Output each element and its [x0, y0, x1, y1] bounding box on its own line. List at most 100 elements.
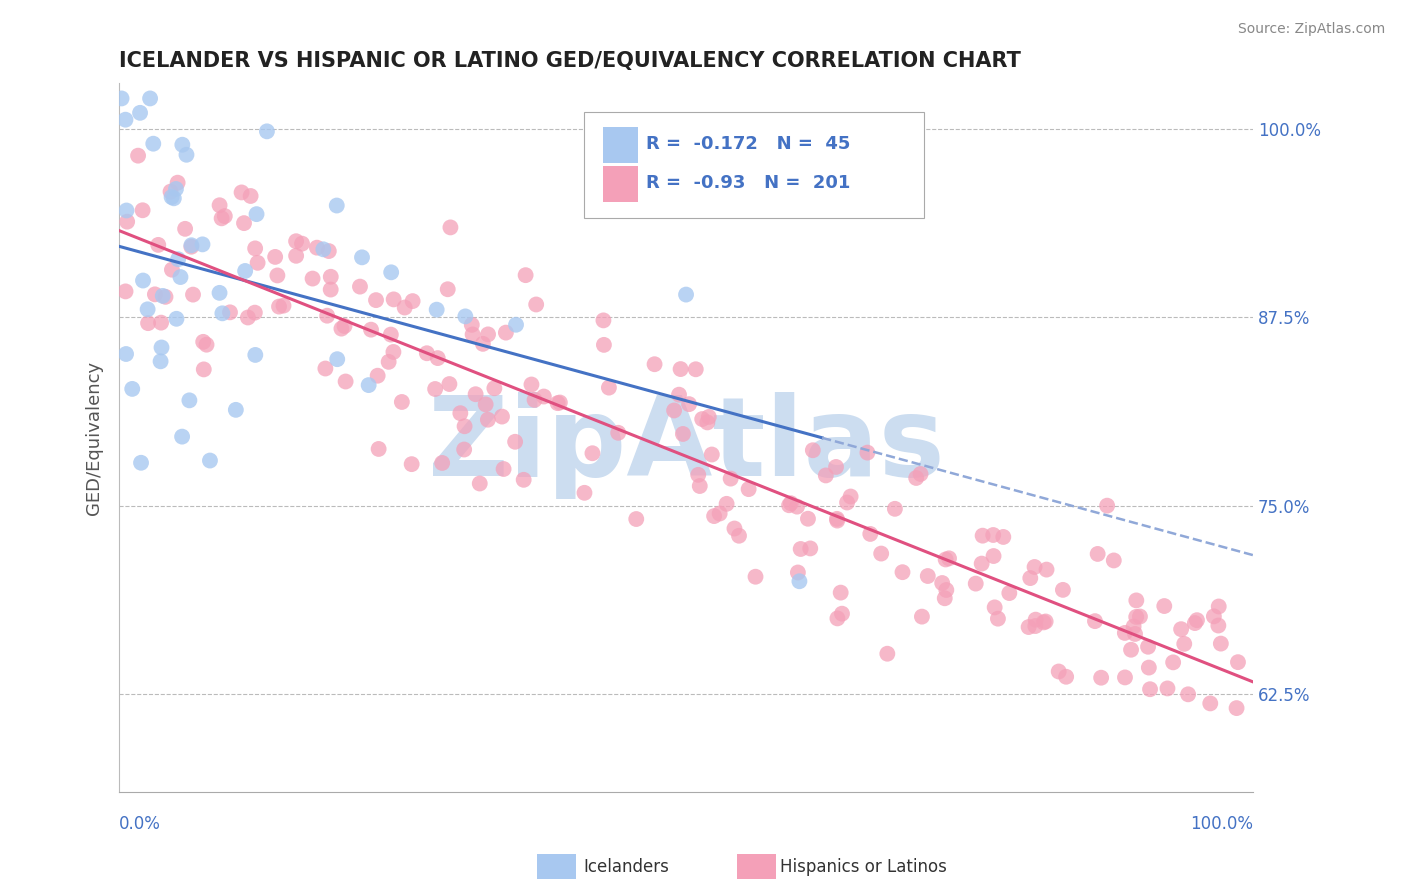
Point — [382, 293, 405, 307]
Point — [1156, 681, 1178, 696]
Text: Source: ZipAtlas.com: Source: ZipAtlas.com — [1237, 22, 1385, 37]
Point — [198, 453, 221, 467]
Text: Hispanics or Latinos: Hispanics or Latinos — [780, 858, 948, 876]
Point — [391, 395, 413, 409]
Point — [938, 551, 960, 566]
Point — [1035, 615, 1057, 629]
Point — [825, 459, 848, 474]
Point — [380, 265, 402, 279]
Point — [115, 347, 138, 361]
Point — [142, 136, 165, 151]
Point — [827, 611, 849, 625]
Point — [115, 203, 138, 218]
Point — [195, 337, 218, 351]
Point — [703, 509, 725, 524]
Point — [245, 348, 267, 362]
Point — [211, 306, 233, 320]
Point — [1125, 593, 1147, 607]
Point — [1114, 626, 1136, 640]
Point — [1095, 499, 1118, 513]
Point — [301, 271, 323, 285]
Point — [312, 242, 335, 256]
Point — [799, 541, 821, 556]
Point — [492, 462, 515, 476]
FancyBboxPatch shape — [583, 112, 924, 218]
Point — [285, 234, 308, 248]
Point — [225, 402, 247, 417]
Point — [523, 392, 546, 407]
Point — [574, 485, 596, 500]
Point — [856, 445, 879, 459]
Point — [165, 182, 187, 196]
Point — [981, 528, 1004, 542]
Point — [491, 409, 513, 424]
Point — [1054, 670, 1077, 684]
Point — [167, 252, 190, 267]
Point — [291, 236, 314, 251]
Point — [987, 612, 1010, 626]
Point — [319, 283, 342, 297]
Point — [910, 467, 932, 481]
Point — [548, 395, 571, 409]
Point — [827, 514, 849, 528]
Text: ZipAtlas: ZipAtlas — [427, 392, 945, 499]
Point — [181, 287, 204, 301]
Point — [495, 326, 517, 340]
Point — [723, 522, 745, 536]
Point — [716, 497, 738, 511]
Point — [1208, 618, 1230, 632]
Point — [267, 300, 290, 314]
Point — [512, 473, 534, 487]
Point — [801, 443, 824, 458]
Point — [382, 345, 405, 359]
Point — [983, 600, 1005, 615]
Point — [593, 338, 616, 352]
Text: R =  -0.172   N =  45: R = -0.172 N = 45 — [647, 135, 851, 153]
Point — [1087, 547, 1109, 561]
Point — [720, 472, 742, 486]
Point — [314, 361, 336, 376]
Point — [166, 176, 188, 190]
Point — [423, 382, 446, 396]
Point — [136, 316, 159, 330]
Point — [965, 576, 987, 591]
Point — [136, 302, 159, 317]
Point — [789, 574, 811, 589]
Point — [243, 306, 266, 320]
Point — [179, 393, 201, 408]
Point — [471, 336, 494, 351]
Point — [1208, 599, 1230, 614]
Point — [426, 351, 449, 365]
Point — [330, 321, 353, 335]
Point — [1119, 642, 1142, 657]
Point — [364, 293, 387, 307]
Point — [191, 237, 214, 252]
Point — [115, 215, 138, 229]
Point — [264, 250, 287, 264]
Point — [891, 565, 914, 579]
Point — [166, 311, 188, 326]
Point — [426, 302, 449, 317]
Point — [357, 378, 380, 392]
Point — [360, 323, 382, 337]
Point — [233, 216, 256, 230]
Point — [970, 557, 993, 571]
Point — [484, 381, 506, 395]
Point — [1052, 582, 1074, 597]
Point — [1035, 563, 1057, 577]
Point — [236, 310, 259, 325]
Point — [349, 279, 371, 293]
Point — [114, 285, 136, 299]
Point — [1025, 613, 1047, 627]
Text: 100.0%: 100.0% — [1189, 815, 1253, 833]
Point — [1024, 560, 1046, 574]
Point — [148, 238, 170, 252]
Point — [835, 495, 858, 509]
Point — [439, 377, 461, 392]
Point — [1114, 670, 1136, 684]
Point — [709, 507, 731, 521]
Point — [1153, 599, 1175, 613]
Point — [163, 191, 186, 205]
Point — [214, 209, 236, 223]
Point — [598, 381, 620, 395]
